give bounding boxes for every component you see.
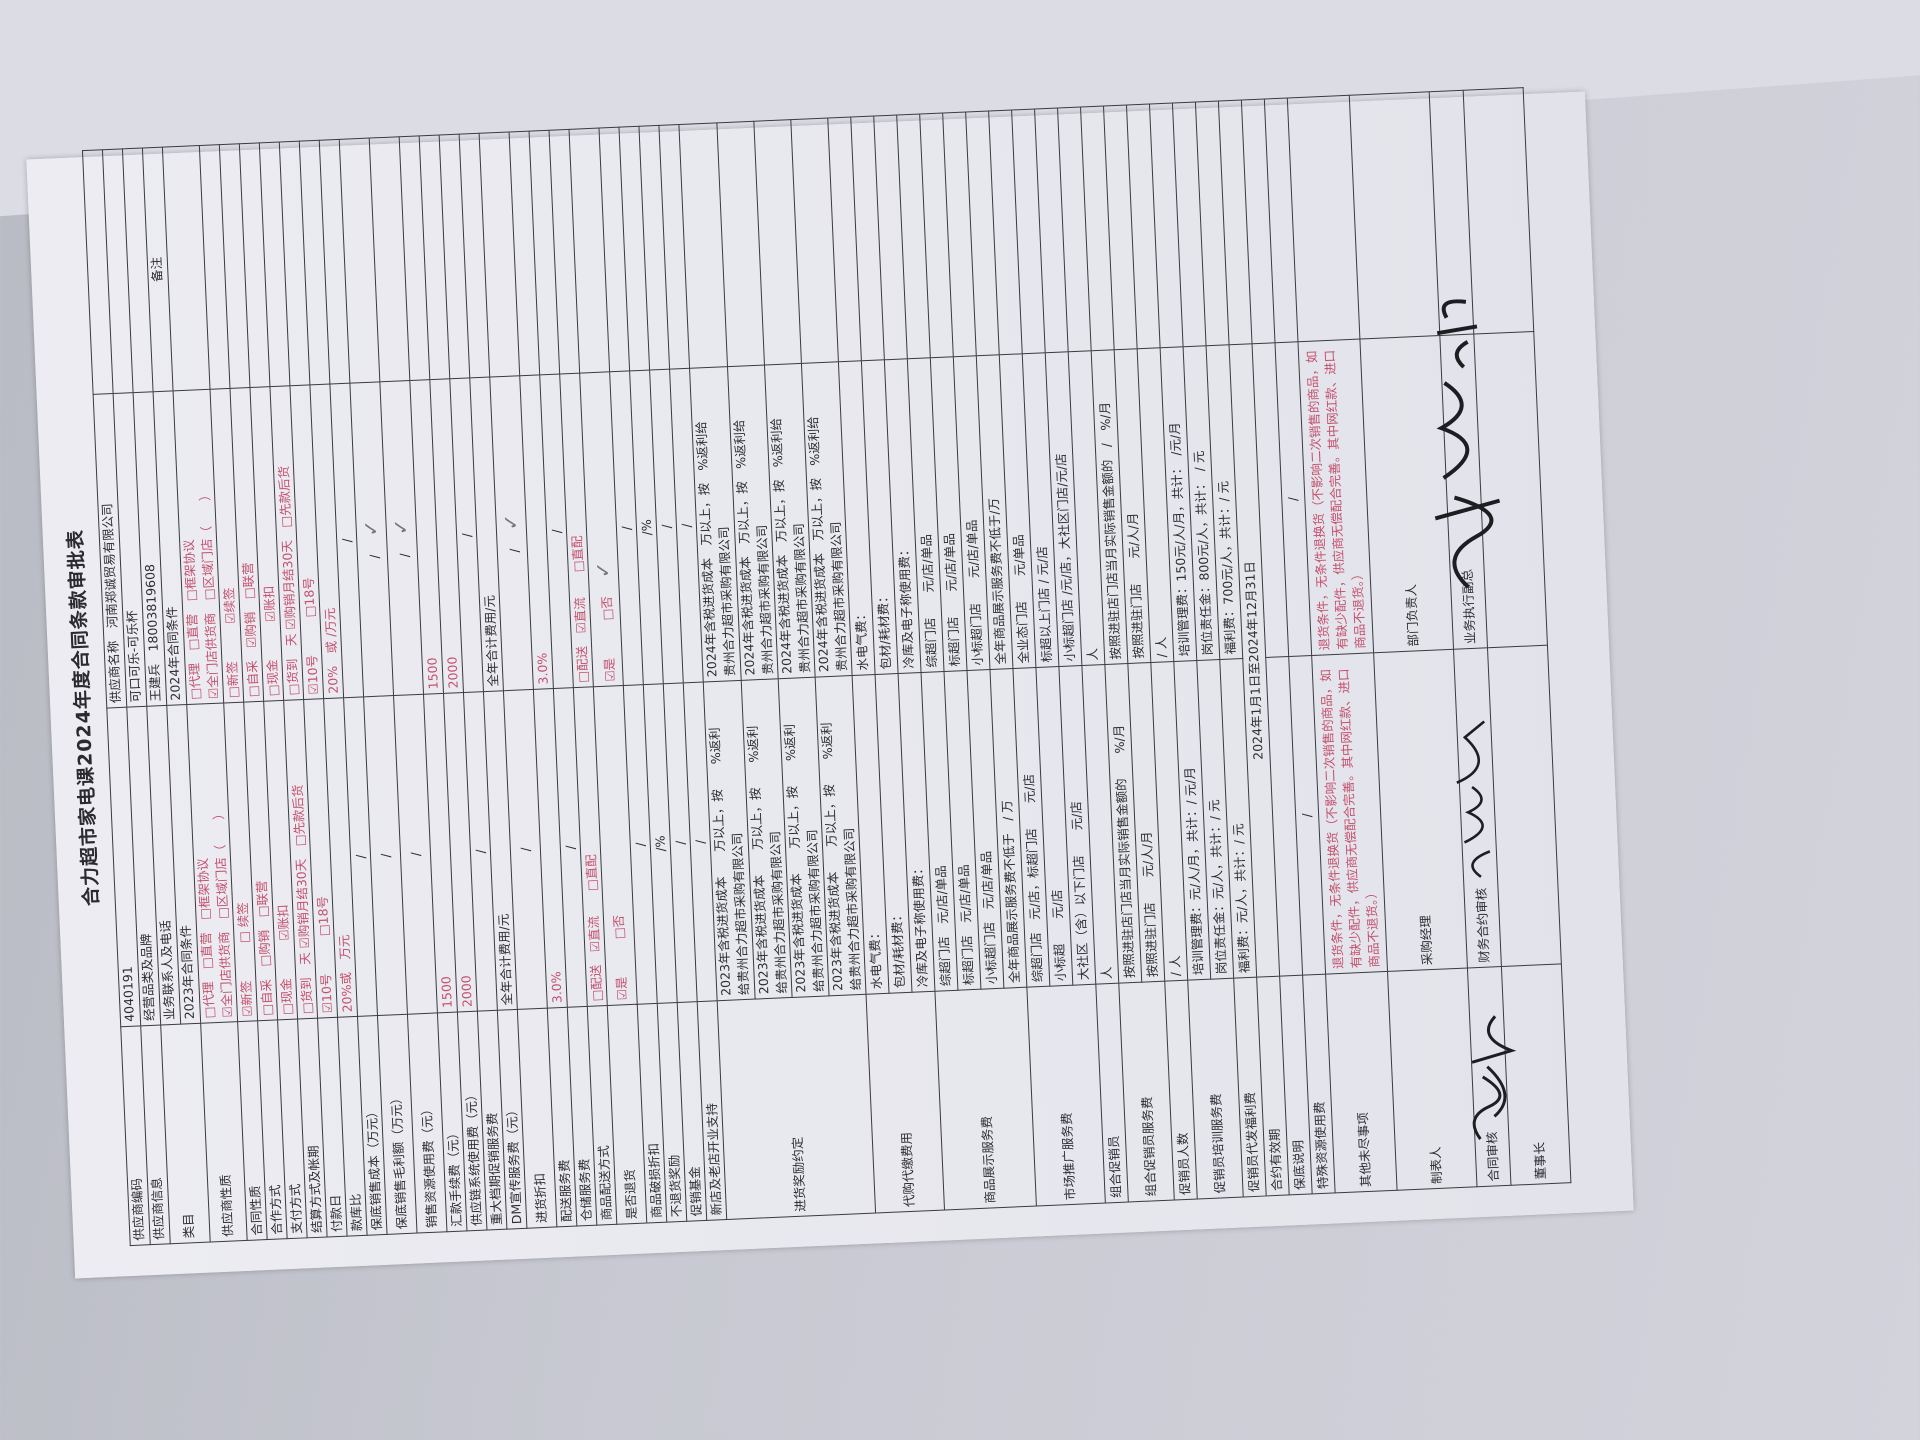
- handwritten-checkmark-icon: ✓: [358, 519, 384, 538]
- handwritten-checkmark-icon: ✓: [590, 560, 616, 579]
- row-label: 其他未尽事项: [1325, 971, 1398, 1193]
- value-2024: [1474, 331, 1548, 648]
- approval-form-page: 合力超市家电课2024年度合同条款审批表 供应商编码 4040191 供应商名称 河…: [26, 87, 1634, 1279]
- row-label: 商品展示服务费: [935, 987, 1037, 1210]
- remark-cell: [1463, 87, 1534, 335]
- row-label: 董事长: [1501, 963, 1572, 1186]
- row-label: 代购代缴费用: [866, 991, 945, 1214]
- contract-terms-table: 供应商编码 4040191 供应商名称 河南郑诚贸易有限公司 供应商信息 经营品类及品牌…: [82, 87, 1572, 1246]
- handwritten-checkmark-icon: ✓: [498, 513, 524, 532]
- handwritten-checkmark-icon: ✓: [388, 518, 414, 536]
- value-2024: 部门负责人: [1360, 335, 1454, 653]
- remark-cell: [1349, 91, 1441, 340]
- row-label: 市场推广服务费: [1027, 984, 1106, 1206]
- remark-cell: [1287, 95, 1361, 342]
- value-2023: 采购经理: [1373, 649, 1468, 972]
- value-2023: [1487, 645, 1562, 967]
- row-label: 进货奖励约定: [717, 994, 876, 1220]
- row-label: 制表人: [1387, 967, 1478, 1191]
